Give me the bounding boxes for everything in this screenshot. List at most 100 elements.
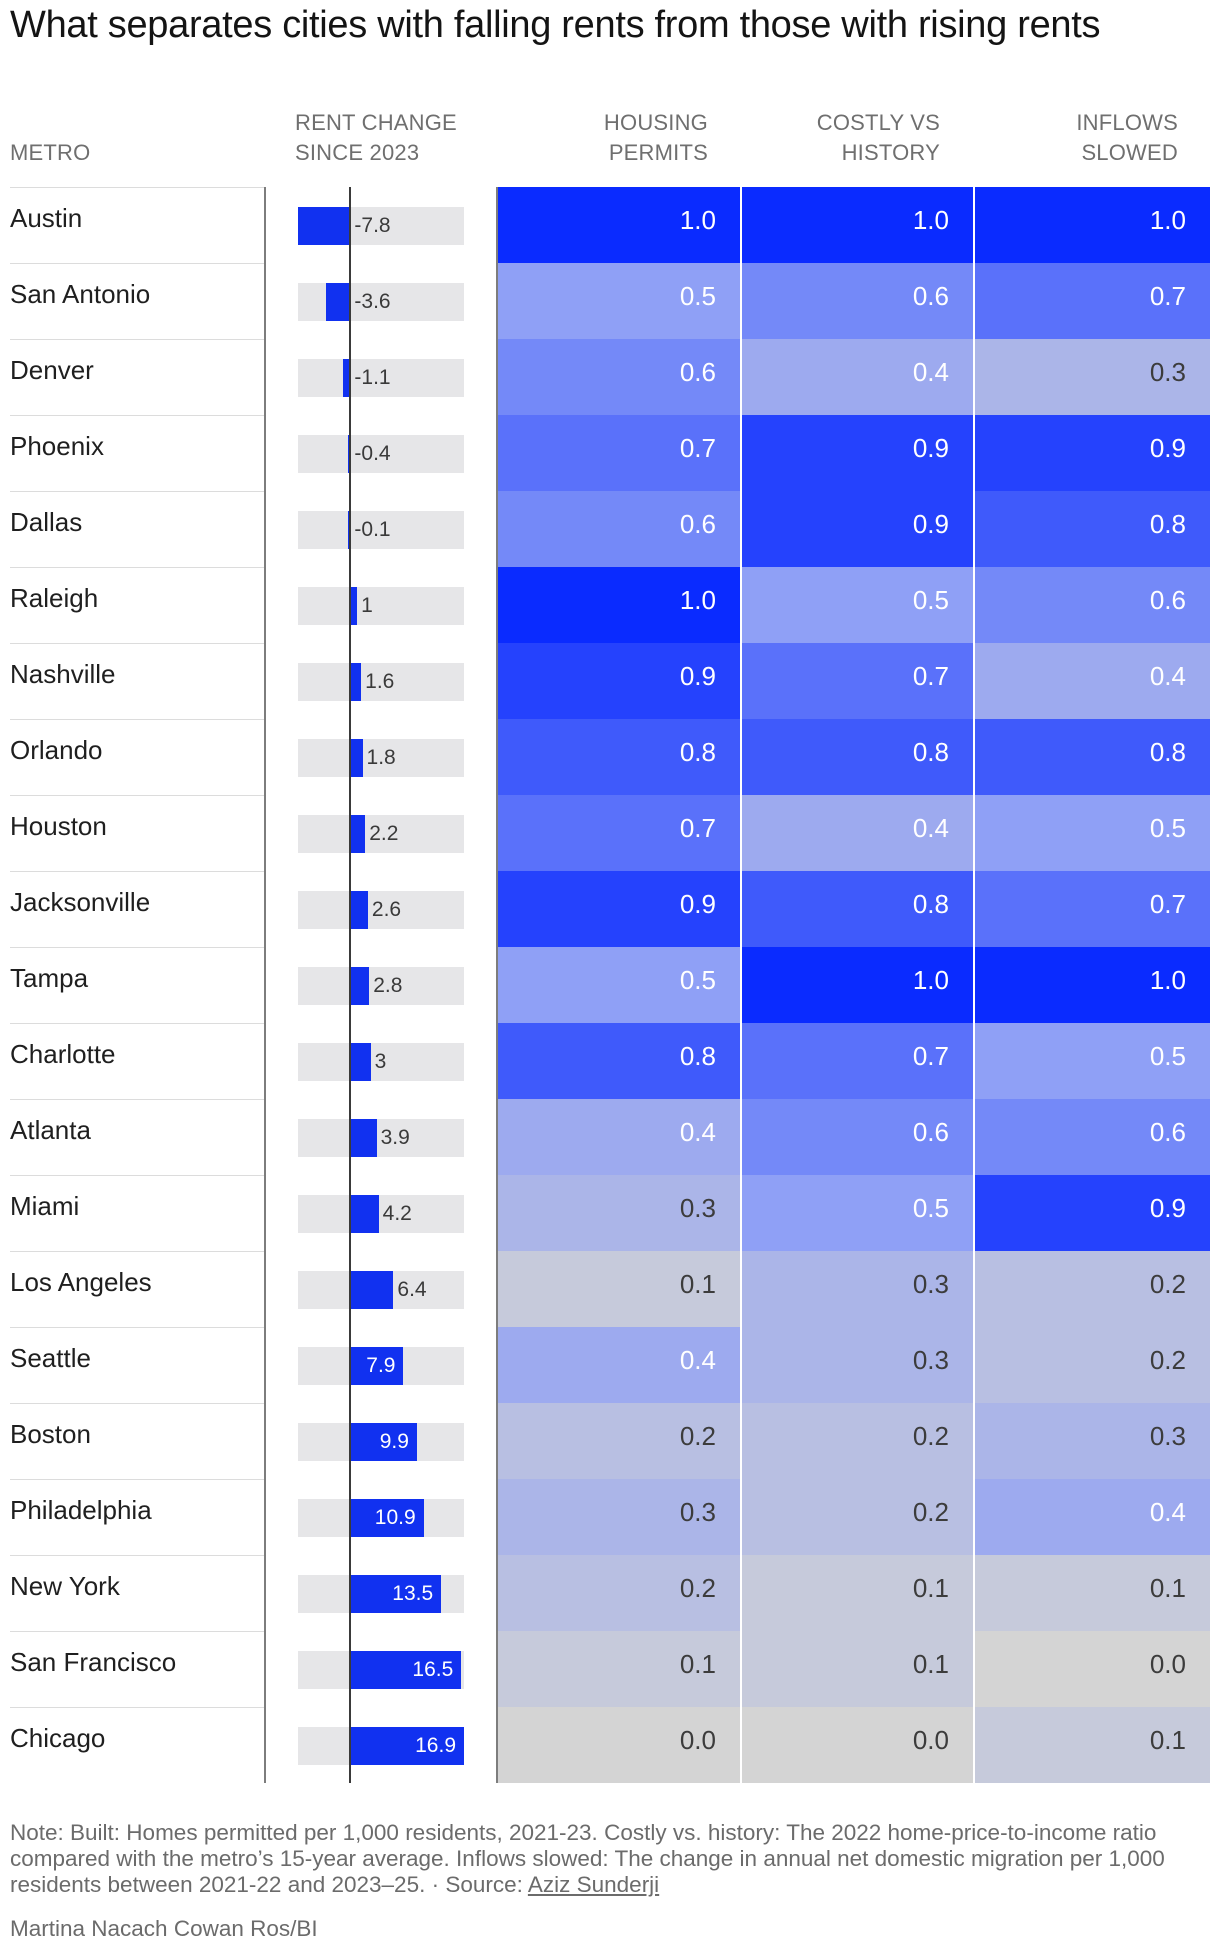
cell-permits: 0.3 [498,1479,740,1555]
cell-value: 0.4 [679,1345,716,1375]
rent-change-value: 7.9 [366,1354,396,1377]
table-row: Philadelphia 10.9 0.3 0.2 0.4 [10,1479,1210,1555]
rent-bar-track [298,1195,464,1233]
row-divider [10,1023,265,1024]
rent-change-value: -1.1 [354,366,391,389]
rent-change-bar [350,1347,404,1385]
table-row: Boston 9.9 0.2 0.2 0.3 [10,1403,1210,1479]
row-divider [10,947,265,948]
rent-change-bar [350,739,363,777]
cell-permits: 0.3 [498,1175,740,1251]
cell-costly: 0.8 [742,719,973,795]
cell-value: 0.7 [1149,281,1186,311]
rent-change-bar [350,891,368,929]
rent-change-value: 2.6 [371,898,402,921]
cell-value: 0.9 [912,433,949,463]
metro-label: Chicago [10,1723,106,1753]
cell-permits: 0.9 [498,871,740,947]
rent-change-value: 6.4 [397,1278,427,1301]
cell-value: 0.1 [1149,1573,1186,1603]
metro-label: Denver [10,355,94,385]
rent-bar-track [298,967,464,1005]
metro-label: Phoenix [10,431,104,461]
cell-value: 0.3 [912,1269,949,1299]
header-inflows-slowed: INFLOWS SLOWED [1076,110,1178,165]
rent-change-value: -0.1 [354,518,391,541]
metro-label: Houston [10,811,107,841]
rent-change-bar [343,359,351,397]
table-row: Phoenix -0.4 0.7 0.9 0.9 [10,415,1210,491]
rent-change-bar [350,1271,394,1309]
metro-label: Seattle [10,1343,91,1373]
rent-change-bar [350,1119,377,1157]
rent-change-value: -7.8 [354,214,391,237]
separator-line-right [496,187,498,1783]
cell-inflows: 0.1 [975,1707,1210,1783]
cell-value: 0.3 [1149,357,1186,387]
rent-change-bar [350,1043,371,1081]
metro-label: San Francisco [10,1647,177,1677]
footnote-text: Note: Built: Homes permitted per 1,000 r… [10,1820,1165,1897]
cell-value: 0.9 [679,889,716,919]
rent-bar-track [298,815,464,853]
cell-costly: 0.1 [742,1555,973,1631]
rent-change-bar [350,815,366,853]
table-row: Atlanta 3.9 0.4 0.6 0.6 [10,1099,1210,1175]
source-link[interactable]: Aziz Sunderji [527,1872,660,1897]
table-row: Los Angeles 6.4 0.1 0.3 0.2 [10,1251,1210,1327]
metro-label: Los Angeles [10,1267,152,1297]
metro-label: Tampa [10,963,89,993]
rent-change-bar [350,967,370,1005]
row-divider [10,643,265,644]
cell-value: 0.5 [912,585,949,615]
rent-bar-track [298,283,464,321]
cell-inflows: 0.5 [975,1023,1210,1099]
cell-inflows: 0.8 [975,719,1210,795]
cell-value: 0.6 [912,1117,949,1147]
table-row: Houston 2.2 0.7 0.4 0.5 [10,795,1210,871]
cell-costly: 1.0 [742,187,973,263]
cell-permits: 0.5 [498,947,740,1023]
metro-label: Charlotte [10,1039,116,1069]
row-divider [10,263,265,264]
rent-change-value: 10.9 [374,1506,416,1529]
metro-label: Philadelphia [10,1495,152,1525]
cell-inflows: 0.4 [975,1479,1210,1555]
cell-costly: 0.9 [742,491,973,567]
cell-permits: 0.0 [498,1707,740,1783]
cell-inflows: 0.8 [975,491,1210,567]
cell-costly: 0.9 [742,415,973,491]
table-row: Jacksonville 2.6 0.9 0.8 0.7 [10,871,1210,947]
row-divider [10,567,265,568]
cell-value: 0.6 [1149,1117,1186,1147]
header-housing-permits: HOUSING PERMITS [603,110,708,165]
row-divider [10,1403,265,1404]
cell-value: 0.8 [912,737,949,767]
table-row: Denver -1.1 0.6 0.4 0.3 [10,339,1210,415]
table-row: Tampa 2.8 0.5 1.0 1.0 [10,947,1210,1023]
cell-permits: 0.9 [498,643,740,719]
cell-permits: 0.8 [498,719,740,795]
rent-change-value: 1 [361,594,373,617]
cell-inflows: 0.2 [975,1327,1210,1403]
cell-permits: 0.2 [498,1403,740,1479]
table-row: San Francisco 16.5 0.1 0.1 0.0 [10,1631,1210,1707]
cell-value: 0.7 [912,1041,949,1071]
cell-value: 0.5 [1149,1041,1186,1071]
cell-costly: 0.1 [742,1631,973,1707]
cell-value: 0.2 [679,1421,716,1451]
cell-costly: 0.2 [742,1403,973,1479]
row-divider [10,1327,265,1328]
cell-value: 0.1 [912,1649,949,1679]
cell-value: 0.5 [679,965,716,995]
table-row: Raleigh 1 1.0 0.5 0.6 [10,567,1210,643]
rent-change-value: 16.9 [415,1734,456,1757]
cell-inflows: 0.1 [975,1555,1210,1631]
rent-change-bar [350,1499,424,1537]
table-row: San Antonio -3.6 0.5 0.6 0.7 [10,263,1210,339]
table-row: Dallas -0.1 0.6 0.9 0.8 [10,491,1210,567]
cell-costly: 0.0 [742,1707,973,1783]
table-row: Charlotte 3 0.8 0.7 0.5 [10,1023,1210,1099]
cell-value: 0.7 [912,661,949,691]
rent-change-bar [350,1423,417,1461]
